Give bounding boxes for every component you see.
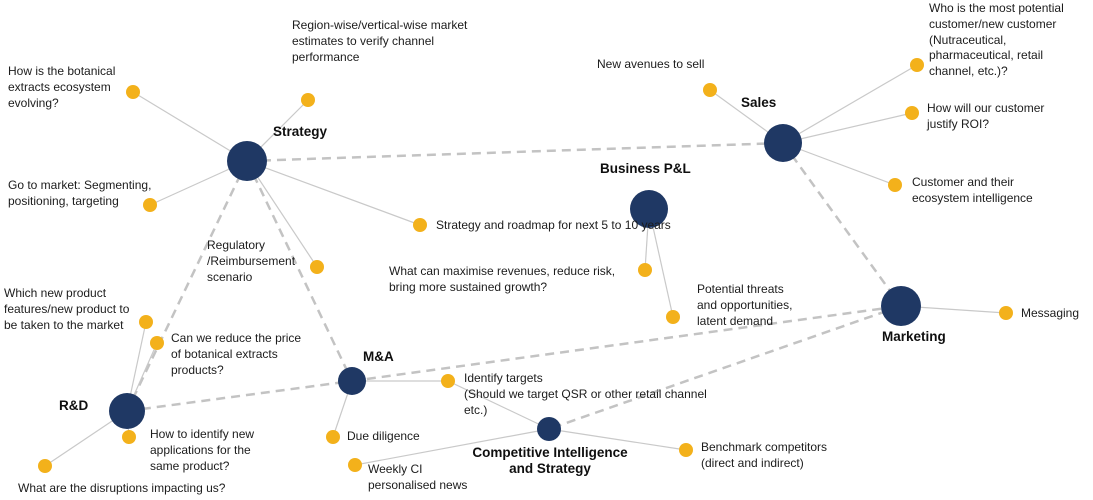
- hub-label-business_pl: Business P&L: [600, 161, 691, 176]
- region_estimates-dot: [301, 93, 315, 107]
- customer_ecosystem-dot: [888, 178, 902, 192]
- new_product_features-label: Which new product features/new product t…: [4, 286, 130, 332]
- hub-link-marketing-cis: [548, 304, 902, 431]
- new_applications-label: How to identify new applications for the…: [150, 427, 255, 473]
- marketing-node: [881, 286, 921, 326]
- weekly_ci_news-label: Weekly CI personalised news: [368, 462, 468, 492]
- regulatory_scenario-dot: [310, 260, 324, 274]
- new_avenues-dot: [703, 83, 717, 97]
- hub-label-cis: Competitive Intelligence and Strategy: [472, 445, 628, 476]
- potential_threats-dot: [666, 310, 680, 324]
- new_product_features-dot: [139, 315, 153, 329]
- justify_roi-dot: [905, 106, 919, 120]
- reduce_price-label: Can we reduce the price of botanical ext…: [171, 331, 302, 377]
- identify_targets-dot: [441, 374, 455, 388]
- sales-node: [764, 124, 802, 162]
- maximise_revenues-label: What can maximise revenues, reduce risk,…: [389, 264, 616, 294]
- new_avenues-label: New avenues to sell: [597, 57, 705, 71]
- topic-edge-benchmark_competitors: [548, 428, 687, 451]
- new_applications-dot: [122, 430, 136, 444]
- disruptions-dot: [38, 459, 52, 473]
- hub-link-strategy-rd: [125, 160, 249, 412]
- messaging-label: Messaging: [1021, 306, 1080, 320]
- weekly_ci_news-dot: [348, 458, 362, 472]
- region_estimates-label: Region-wise/vertical-wise market estimat…: [292, 18, 468, 64]
- hub-label-sales: Sales: [741, 95, 777, 110]
- roadmap_10_years-label: Strategy and roadmap for next 5 to 10 ye…: [436, 218, 671, 232]
- hub-label-marketing: Marketing: [882, 329, 946, 344]
- topic-edge-customer_ecosystem: [782, 142, 896, 186]
- topic-edge-potential_customer: [782, 64, 918, 144]
- potential_customer-label: Who is the most potential customer/new c…: [929, 1, 1064, 79]
- topic-edge-ecosystem_evolving: [132, 91, 248, 162]
- hub-label-rd: R&D: [59, 398, 89, 413]
- justify_roi-label: How will our customer justify ROI?: [927, 101, 1045, 131]
- hub-link-strategy-sales: [246, 141, 784, 163]
- topic-edge-regulatory_scenario: [246, 160, 318, 268]
- go_to_market-dot: [143, 198, 157, 212]
- topic-edge-identify_targets: [447, 380, 550, 430]
- due_diligence-dot: [326, 430, 340, 444]
- hub-label-strategy: Strategy: [273, 124, 328, 139]
- potential_threats-label: Potential threats and opportunities, lat…: [697, 282, 793, 328]
- hub-link-rd-ma: [126, 379, 353, 413]
- cis-node: [537, 417, 561, 441]
- hub-link-strategy-ma: [245, 160, 354, 382]
- messaging-dot: [999, 306, 1013, 320]
- strategy-node: [227, 141, 267, 181]
- regulatory_scenario-label: Regulatory /Reimbursement scenario: [207, 238, 296, 284]
- customer_ecosystem-label: Customer and their ecosystem intelligenc…: [912, 175, 1033, 205]
- maximise_revenues-dot: [638, 263, 652, 277]
- potential_customer-dot: [910, 58, 924, 72]
- benchmark_competitors-dot: [679, 443, 693, 457]
- rd-node: [109, 393, 145, 429]
- disruptions-label: What are the disruptions impacting us?: [18, 481, 226, 495]
- hub-link-sales-marketing: [781, 142, 903, 307]
- due_diligence-label: Due diligence: [347, 429, 420, 443]
- topic-edge-justify_roi: [782, 112, 913, 144]
- benchmark_competitors-label: Benchmark competitors (direct and indire…: [701, 440, 828, 470]
- ecosystem_evolving-label: How is the botanical extracts ecosystem …: [8, 64, 116, 110]
- identify_targets-label: Identify targets (Should we target QSR o…: [464, 371, 707, 417]
- topic-edge-roadmap_10_years: [246, 160, 421, 226]
- business_pl-node: [630, 190, 668, 228]
- hub-label-ma: M&A: [363, 349, 394, 364]
- ecosystem_evolving-dot: [126, 85, 140, 99]
- topic-edge-weekly_ci_news: [354, 428, 550, 466]
- ma-node: [338, 367, 366, 395]
- hub-link-ma-marketing: [351, 304, 902, 383]
- roadmap_10_years-dot: [413, 218, 427, 232]
- go_to_market-label: Go to market: Segmenting, positioning, t…: [8, 178, 152, 208]
- reduce_price-dot: [150, 336, 164, 350]
